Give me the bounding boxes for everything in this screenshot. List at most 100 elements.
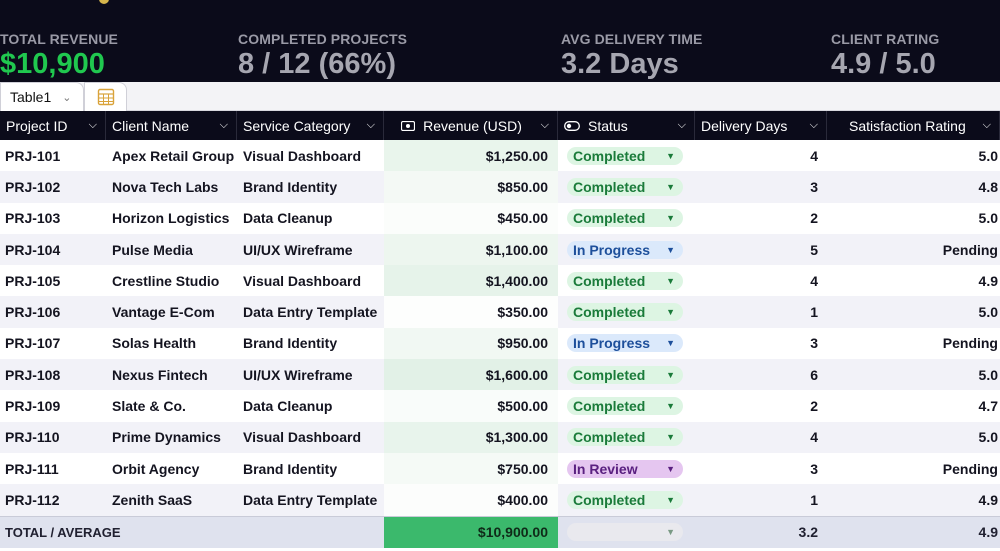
cell-delivery-days[interactable]: 3 (810, 335, 818, 352)
status-pill[interactable]: Completed ▼ (567, 271, 683, 290)
cell-client-name[interactable]: Slate & Co. (112, 398, 186, 415)
column-header-project-id[interactable]: Project ID ⌵ (0, 111, 106, 140)
column-header-client-name[interactable]: Client Name ⌵ (106, 111, 237, 140)
column-header-service-category[interactable]: Service Category ⌵ (237, 111, 384, 140)
cell-service-category[interactable]: UI/UX Wireframe (243, 366, 353, 383)
cell-project-id[interactable]: PRJ-111 (5, 460, 59, 477)
total-days-cell[interactable]: 3.2 (798, 524, 818, 541)
cell-client-name[interactable]: Orbit Agency (112, 460, 200, 477)
status-pill[interactable]: Completed ▼ (567, 177, 683, 196)
cell-service-category[interactable]: Data Cleanup (243, 210, 333, 227)
cell-status[interactable]: In Review ▼ (558, 453, 695, 484)
cell-delivery-days[interactable]: 4 (810, 147, 818, 164)
cell-satisfaction-rating[interactable]: 4.7 (978, 398, 998, 415)
status-pill[interactable]: In Progress ▼ (567, 240, 683, 259)
total-status-cell[interactable]: ▼ (558, 517, 695, 548)
cell-status[interactable]: Completed ▼ (558, 359, 695, 390)
cell-satisfaction-rating[interactable]: 4.8 (978, 178, 998, 195)
cell-satisfaction-rating[interactable]: 4.9 (978, 272, 998, 289)
cell-revenue[interactable]: $1,250.00 (384, 140, 558, 172)
column-header-status[interactable]: Status ⌵ (558, 111, 695, 140)
cell-revenue[interactable]: $1,300.00 (384, 421, 558, 453)
cell-satisfaction-rating[interactable]: 5.0 (978, 304, 998, 321)
cell-project-id[interactable]: PRJ-102 (5, 178, 61, 195)
cell-satisfaction-rating[interactable]: 5.0 (978, 429, 998, 446)
status-pill[interactable]: Completed ▼ (567, 428, 683, 447)
cell-service-category[interactable]: Data Entry Template (243, 491, 378, 508)
cell-satisfaction-rating[interactable]: 5.0 (978, 210, 998, 227)
cell-service-category[interactable]: Brand Identity (243, 178, 338, 195)
cell-client-name[interactable]: Nova Tech Labs (112, 178, 219, 195)
cell-revenue[interactable]: $450.00 (384, 202, 558, 234)
status-pill[interactable]: Completed ▼ (567, 397, 683, 416)
status-pill[interactable]: Completed ▼ (567, 209, 683, 228)
cell-service-category[interactable]: Visual Dashboard (243, 429, 362, 446)
chevron-down-icon[interactable]: ⌵ (219, 119, 228, 131)
cell-delivery-days[interactable]: 1 (810, 304, 818, 321)
cell-service-category[interactable]: UI/UX Wireframe (243, 241, 353, 258)
cell-revenue[interactable]: $1,600.00 (384, 359, 558, 391)
cell-service-category[interactable]: Brand Identity (243, 335, 338, 352)
chevron-down-icon[interactable]: ⌵ (540, 119, 549, 131)
status-pill[interactable]: Completed ▼ (567, 365, 683, 384)
cell-status[interactable]: Completed ▼ (558, 390, 695, 421)
cell-service-category[interactable]: Data Cleanup (243, 398, 333, 415)
chevron-down-icon[interactable]: ⌵ (366, 119, 375, 131)
cell-delivery-days[interactable]: 3 (810, 178, 818, 195)
cell-status[interactable]: Completed ▼ (558, 484, 695, 515)
status-pill[interactable]: Completed ▼ (567, 146, 683, 165)
cell-client-name[interactable]: Solas Health (112, 335, 197, 352)
cell-project-id[interactable]: PRJ-107 (5, 335, 61, 352)
column-header-revenue[interactable]: Revenue (USD) ⌵ (384, 111, 558, 140)
column-header-delivery-days[interactable]: Delivery Days ⌵ (695, 111, 827, 140)
cell-satisfaction-rating[interactable]: Pending (942, 460, 998, 477)
status-pill[interactable]: In Progress ▼ (567, 334, 683, 353)
cell-revenue[interactable]: $850.00 (384, 171, 558, 203)
cell-delivery-days[interactable]: 5 (810, 241, 818, 258)
cell-delivery-days[interactable]: 4 (810, 272, 818, 289)
table-name-dropdown[interactable]: Table1 ⌄ (0, 82, 84, 111)
cell-satisfaction-rating[interactable]: 5.0 (978, 147, 998, 164)
total-revenue-cell[interactable]: $10,900.00 (384, 516, 558, 548)
cell-delivery-days[interactable]: 2 (810, 210, 818, 227)
status-pill[interactable]: ▼ (567, 523, 683, 542)
cell-project-id[interactable]: PRJ-103 (5, 210, 61, 227)
cell-status[interactable]: In Progress ▼ (558, 328, 695, 359)
cell-revenue[interactable]: $1,100.00 (384, 233, 558, 266)
cell-service-category[interactable]: Data Entry Template (243, 304, 378, 321)
cell-status[interactable]: Completed ▼ (558, 140, 695, 171)
cell-revenue[interactable]: $750.00 (384, 452, 558, 485)
cell-client-name[interactable]: Pulse Media (112, 241, 193, 258)
cell-revenue[interactable]: $350.00 (384, 296, 558, 328)
cell-client-name[interactable]: Apex Retail Group (112, 147, 235, 164)
cell-project-id[interactable]: PRJ-106 (5, 304, 61, 321)
cell-client-name[interactable]: Zenith SaaS (112, 491, 193, 508)
cell-revenue[interactable]: $400.00 (384, 484, 558, 516)
cell-status[interactable]: Completed ▼ (558, 422, 695, 453)
cell-project-id[interactable]: PRJ-104 (5, 241, 61, 258)
cell-project-id[interactable]: PRJ-105 (5, 272, 61, 289)
total-rating-cell[interactable]: 4.9 (978, 524, 998, 541)
cell-satisfaction-rating[interactable]: Pending (942, 335, 998, 352)
cell-satisfaction-rating[interactable]: 4.9 (978, 491, 998, 508)
chevron-down-icon[interactable]: ⌵ (982, 119, 991, 131)
cell-client-name[interactable]: Crestline Studio (112, 272, 220, 289)
cell-project-id[interactable]: PRJ-110 (5, 429, 60, 446)
cell-service-category[interactable]: Visual Dashboard (243, 147, 362, 164)
cell-delivery-days[interactable]: 2 (810, 398, 818, 415)
chevron-down-icon[interactable]: ⌵ (677, 119, 686, 131)
cell-client-name[interactable]: Prime Dynamics (112, 429, 221, 446)
cell-revenue[interactable]: $950.00 (384, 327, 558, 360)
chevron-down-icon[interactable]: ⌵ (809, 119, 818, 131)
cell-status[interactable]: Completed ▼ (558, 203, 695, 234)
status-pill[interactable]: In Review ▼ (567, 459, 683, 478)
cell-project-id[interactable]: PRJ-108 (5, 366, 61, 383)
cell-client-name[interactable]: Nexus Fintech (112, 366, 208, 383)
cell-project-id[interactable]: PRJ-101 (5, 147, 61, 164)
cell-delivery-days[interactable]: 6 (810, 366, 818, 383)
cell-status[interactable]: Completed ▼ (558, 265, 695, 296)
cell-client-name[interactable]: Vantage E-Com (112, 304, 215, 321)
cell-service-category[interactable]: Brand Identity (243, 460, 338, 477)
cell-service-category[interactable]: Visual Dashboard (243, 272, 362, 289)
cell-status[interactable]: In Progress ▼ (558, 234, 695, 265)
